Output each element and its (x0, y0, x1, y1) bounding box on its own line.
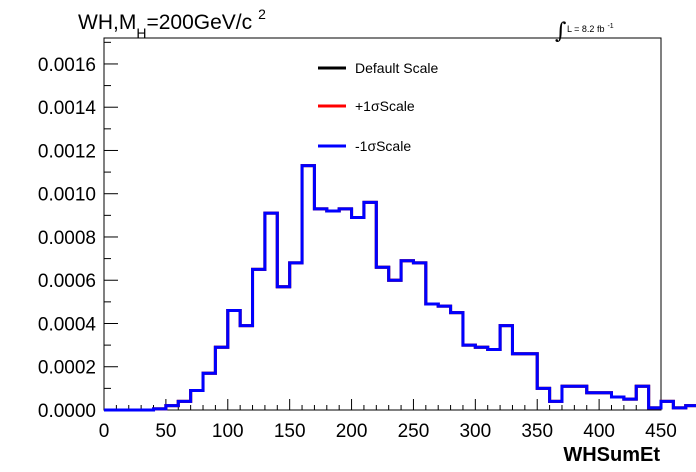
lumi-label: L = 8.2 fb -1 (567, 23, 614, 34)
plot-frame (103, 37, 662, 411)
legend-label-default: Default Scale (355, 60, 438, 76)
chart-title-main: WH,M (78, 11, 136, 34)
x-tick-label: 250 (398, 421, 430, 442)
x-tick-label: 400 (583, 421, 615, 442)
chart-title-subscript: H (136, 25, 146, 41)
y-tick-label: 0.0016 (38, 55, 96, 76)
chart-title: WH,MH=200GeV/c 2 (78, 6, 266, 41)
y-tick-label: 0.0012 (38, 141, 96, 162)
y-axis: 0.0000 0.0002 0.0004 0.0006 0.0008 0.0010 0.00… (38, 41, 118, 422)
x-tick-label: 350 (521, 421, 553, 442)
x-tick-label: 200 (336, 421, 368, 442)
series-line-2 (104, 164, 696, 412)
y-tick-label: 0.0014 (38, 98, 97, 119)
x-axis: 0 50 100 150 200 250 300 350 400 450 (99, 399, 677, 442)
lumi-label-text: L = 8.2 fb (567, 24, 604, 34)
y-tick-label: 0.0006 (38, 271, 96, 292)
y-tick-label: 0.0010 (38, 185, 96, 206)
legend: Default Scale +1σScale -1σScale (318, 60, 438, 154)
chart-title-superscript: 2 (258, 6, 266, 22)
x-tick-label: 50 (155, 421, 176, 442)
y-tick-label: 0.0008 (38, 228, 96, 249)
x-tick-label: 150 (274, 421, 306, 442)
chart-title-rest: =200GeV/c (146, 11, 252, 34)
y-tick-label: 0.0000 (38, 401, 96, 422)
legend-label-minus1sigma: -1σScale (355, 138, 411, 154)
x-axis-label: WHSumEt (563, 444, 660, 466)
series-group (104, 164, 696, 412)
legend-label-plus1sigma: +1σScale (355, 98, 415, 114)
x-tick-label: 0 (99, 421, 110, 442)
x-tick-label: 450 (645, 421, 677, 442)
y-tick-label: 0.0002 (38, 358, 96, 379)
x-tick-label: 100 (212, 421, 244, 442)
integral-sign: ∫ (555, 19, 567, 44)
lumi-label-superscript: -1 (607, 23, 613, 30)
y-tick-label: 0.0004 (38, 314, 97, 335)
x-tick-label: 300 (459, 421, 491, 442)
